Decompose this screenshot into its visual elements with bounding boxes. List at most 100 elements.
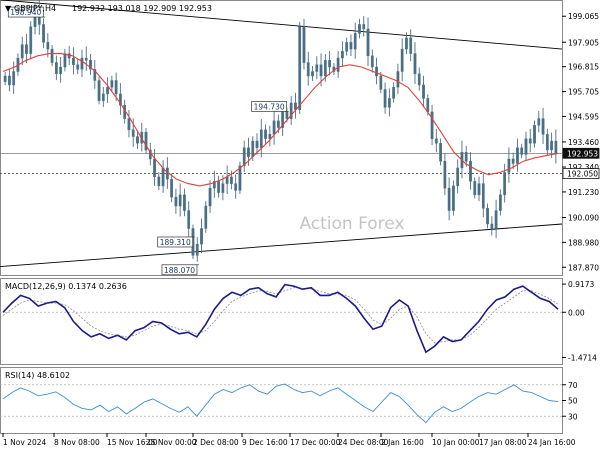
candle	[183, 188, 186, 217]
candle	[541, 107, 545, 144]
candle	[268, 125, 272, 147]
candle	[550, 132, 553, 158]
price-tick-label: 195.705	[568, 88, 599, 97]
rsi-title: RSI(14) 48.6102	[5, 371, 70, 380]
candle	[439, 138, 442, 166]
x-tick-label: 24 Jan 16:00	[528, 438, 576, 447]
macd-main-line	[2, 283, 559, 354]
candle	[422, 75, 425, 107]
trendline	[0, 0, 562, 50]
x-tick-label: 9 Dec 16:00	[242, 438, 288, 447]
candle	[212, 170, 216, 198]
price-tick-label: 188.980	[568, 238, 599, 247]
price-tick-label: 199.065	[568, 12, 599, 21]
candle	[72, 47, 75, 75]
candle	[195, 237, 199, 262]
price-tick-label: 194.595	[568, 112, 599, 121]
candle	[264, 124, 267, 144]
candle	[114, 72, 118, 101]
candle	[208, 180, 212, 214]
rsi-panel	[0, 367, 563, 434]
x-tick-label: 15 Nov 16:00	[107, 438, 158, 447]
x-tick-label: 1 Nov 2024	[3, 438, 46, 447]
x-tick-label: 25 Nov 00:00	[146, 438, 197, 447]
candle	[387, 88, 391, 117]
candle	[507, 147, 511, 183]
candle	[477, 176, 481, 202]
macd-tick-label: -1.4714	[568, 354, 597, 363]
candle	[238, 161, 242, 194]
candle	[110, 75, 114, 92]
x-tick-label: 17 Jan 08:00	[479, 438, 527, 447]
candle	[447, 177, 451, 221]
chart-symbol: GBPJPY,H4	[14, 4, 56, 13]
candle	[89, 54, 92, 75]
candle	[54, 55, 58, 81]
candle	[362, 15, 366, 37]
candle	[204, 201, 208, 233]
candle	[187, 201, 191, 237]
rsi-tick-label: 30	[568, 412, 578, 421]
trendline	[0, 223, 562, 268]
candle	[366, 17, 370, 67]
candle	[157, 172, 161, 191]
macd-signal-line	[2, 287, 559, 344]
price-annotation: 189.310	[157, 236, 195, 248]
candle	[498, 189, 502, 216]
candle	[345, 37, 349, 56]
candle	[84, 46, 88, 71]
candle	[434, 128, 438, 153]
x-tick-label: 24 Dec 08:00	[338, 438, 389, 447]
candle	[200, 218, 203, 254]
x-tick-label: 2 Jan 16:00	[381, 438, 424, 447]
candle	[443, 153, 447, 196]
candle	[413, 42, 417, 85]
candle	[349, 34, 353, 57]
candle	[50, 45, 54, 67]
candle	[396, 63, 400, 95]
svg-text:192.953: 192.953	[567, 149, 598, 158]
candle	[486, 203, 489, 229]
candle	[119, 83, 122, 115]
candle	[255, 133, 259, 155]
candle	[490, 216, 494, 236]
price-tick-label: 196.815	[568, 63, 599, 72]
candle	[101, 86, 105, 107]
rsi-tick-label: 50	[568, 397, 578, 406]
candle	[328, 51, 331, 76]
candle	[481, 173, 485, 218]
candle	[42, 18, 45, 49]
x-tick-label: 17 Dec 00:00	[290, 438, 341, 447]
candle	[417, 67, 421, 91]
candle	[353, 22, 357, 59]
candle	[174, 188, 178, 214]
candle	[400, 38, 404, 82]
macd-title: MACD(12,26,9) 0.1374 0.2636	[5, 282, 127, 291]
price-tick-label: 187.870	[568, 263, 599, 272]
svg-text:194.730: 194.730	[254, 102, 285, 111]
candle	[511, 152, 515, 170]
candle	[20, 36, 24, 66]
svg-text:189.310: 189.310	[160, 238, 191, 247]
price-tick-label: 191.230	[568, 188, 599, 197]
candle	[289, 95, 293, 125]
candle	[533, 120, 536, 148]
macd-tick-label: 0.00	[568, 308, 585, 317]
candle	[170, 173, 174, 203]
price-badge: 192.050	[562, 168, 600, 179]
chart-ohlc: 192.932 193.018 192.909 192.953	[72, 4, 212, 13]
svg-text:198.940: 198.940	[10, 8, 41, 17]
candle	[63, 48, 67, 72]
candle	[456, 159, 460, 194]
candle	[127, 110, 131, 138]
candle	[370, 49, 374, 73]
candle	[469, 151, 472, 190]
rsi-tick-label: 70	[568, 381, 578, 390]
candle	[524, 131, 528, 161]
candle	[341, 41, 344, 68]
candle	[375, 57, 378, 85]
candle	[234, 174, 238, 199]
price-annotation: 194.730	[251, 101, 289, 112]
macd-tick-label: 0.9173	[568, 280, 594, 289]
